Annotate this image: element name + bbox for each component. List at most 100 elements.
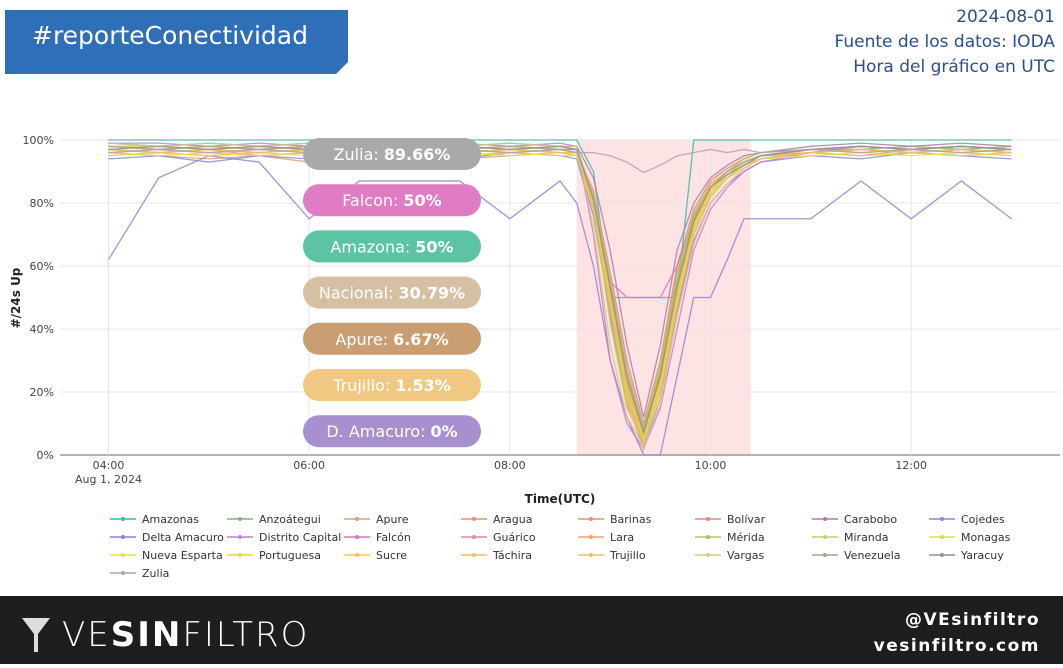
source: Fuente de los datos: IODA	[834, 32, 1055, 52]
legend-label: Guárico	[493, 531, 536, 544]
legend-label: Sucre	[376, 549, 407, 562]
brand: VESINFILTRO	[62, 615, 309, 655]
x-tick-label: 04:00	[93, 459, 125, 472]
annotation: D. Amacuro: 0%	[326, 422, 457, 441]
annotation: Zulia: 89.66%	[334, 145, 451, 164]
legend-dot	[823, 517, 827, 521]
x-tick-label: 08:00	[494, 459, 526, 472]
x-tick-label: 12:00	[895, 459, 927, 472]
annotation-value: 30.79%	[398, 284, 465, 303]
legend-dot	[823, 535, 827, 539]
legend-dot	[589, 535, 593, 539]
brand-part: FILTRO	[182, 615, 309, 655]
legend-dot	[121, 571, 125, 575]
legend-label: Miranda	[844, 531, 889, 544]
annotation-pill	[303, 276, 481, 309]
annotation-label: Trujillo:	[332, 376, 390, 395]
annotation-value: 50%	[415, 237, 453, 256]
annotation-pill	[303, 322, 481, 355]
x-axis-label: Time(UTC)	[525, 492, 596, 506]
series-line	[108, 145, 1012, 427]
legend-label: Trujillo	[609, 549, 646, 562]
x-sublabel: Aug 1, 2024	[75, 473, 142, 486]
y-tick-label: 100%	[23, 134, 54, 147]
legend-dot	[121, 535, 125, 539]
footer-band	[0, 596, 1063, 664]
tag-box	[5, 10, 348, 74]
legend-dot	[940, 553, 944, 557]
legend-label: Nueva Esparta	[142, 549, 223, 562]
tag: #reporteConectividad	[32, 21, 308, 50]
annotation: Falcon: 50%	[342, 191, 441, 210]
legend-label: Cojedes	[961, 513, 1005, 526]
series-line	[108, 145, 1012, 430]
x-tick-label: 10:00	[695, 459, 727, 472]
legend-label: Amazonas	[142, 513, 199, 526]
handle: @VEsinfiltro	[905, 610, 1040, 630]
series-line	[108, 148, 1012, 445]
y-tick-label: 40%	[30, 323, 54, 336]
annotation: Apure: 6.67%	[335, 330, 448, 349]
legend-label: Falcón	[376, 531, 411, 544]
annotation-label: Zulia:	[334, 145, 379, 164]
y-tick-label: 80%	[30, 197, 54, 210]
annotation-pill	[303, 369, 481, 401]
legend-label: Mérida	[727, 531, 765, 544]
date: 2024-08-01	[956, 7, 1055, 27]
y-axis-label: #/24s Up	[9, 267, 23, 328]
series-line	[108, 148, 1012, 453]
legend-dot	[355, 553, 359, 557]
legend-label: Aragua	[493, 513, 532, 526]
legend-dot	[238, 535, 242, 539]
series-line	[108, 151, 1012, 442]
legend-label: Yaracuy	[960, 549, 1004, 562]
annotation: Amazona: 50%	[330, 237, 453, 256]
legend-dot	[940, 535, 944, 539]
annotation-label: Nacional:	[319, 284, 394, 303]
legend-label: Lara	[610, 531, 634, 544]
annotation-value: 6.67%	[393, 330, 449, 349]
annotation-value: 89.66%	[384, 145, 451, 164]
y-tick-label: 0%	[37, 449, 54, 462]
legend-dot	[472, 535, 476, 539]
legend-dot	[589, 517, 593, 521]
annotation-value: 50%	[403, 191, 441, 210]
series-line	[108, 145, 1012, 433]
series-line	[108, 148, 1012, 299]
legend-dot	[706, 517, 710, 521]
legend-label: Distrito Capital	[259, 531, 341, 544]
legend-label: Venezuela	[844, 549, 901, 562]
series-line	[107, 155, 1012, 456]
series-line	[108, 151, 1012, 436]
annotation-pill	[303, 184, 481, 217]
time-note: Hora del gráfico en UTC	[853, 57, 1055, 77]
annotation-label: Amazona:	[330, 237, 410, 256]
annotation: Trujillo: 1.53%	[332, 376, 451, 395]
legend-label: Zulia	[142, 567, 169, 580]
legend-dot	[355, 535, 359, 539]
series-line	[108, 145, 1012, 445]
legend-dot	[121, 553, 125, 557]
series-line	[108, 145, 1012, 436]
plot: 0% 20% 40% 60% 80% 100% 04:00 06:00 08:00 10:00 12…	[9, 134, 1060, 580]
brand-part: SIN	[111, 615, 183, 655]
x-tick-label: 06:00	[293, 459, 325, 472]
legend-label: Bolívar	[727, 513, 766, 526]
legend-dot	[121, 517, 125, 521]
series-line	[108, 139, 1012, 299]
brand-part: VE	[62, 615, 111, 655]
annotation-pill	[303, 138, 481, 170]
legend-dot	[355, 517, 359, 521]
legend-dot	[472, 517, 476, 521]
annotation-pill	[303, 230, 481, 263]
legend-label: Anzoátegui	[259, 513, 321, 526]
y-tick-label: 20%	[30, 386, 54, 399]
legend-label: Portuguesa	[259, 549, 321, 562]
legend-dot	[823, 553, 827, 557]
logo-icon	[22, 618, 50, 652]
legend-label: Vargas	[727, 549, 764, 562]
site: vesinfiltro.com	[874, 636, 1040, 656]
legend-dot	[472, 553, 476, 557]
